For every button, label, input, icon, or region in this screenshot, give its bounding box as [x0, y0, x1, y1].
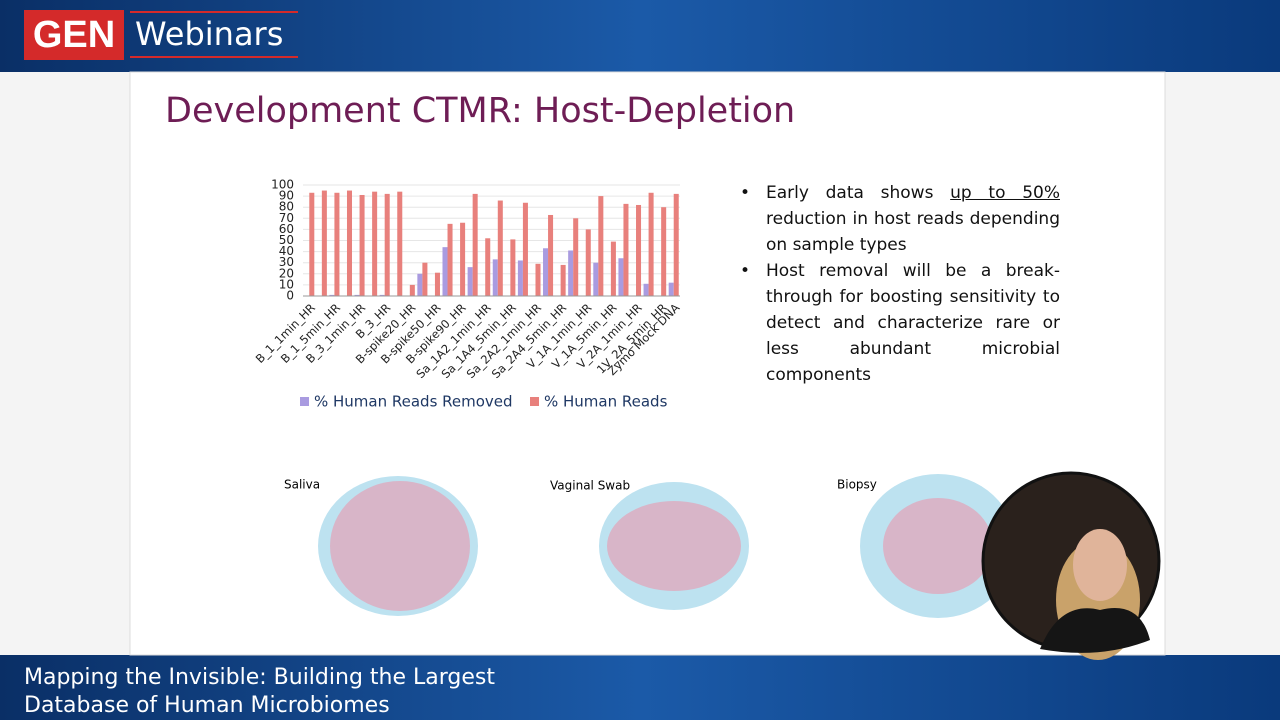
venn-label: Saliva: [284, 478, 320, 492]
bar: [623, 203, 629, 296]
text: Host removal will be a break-through for…: [766, 261, 1060, 385]
y-tick-label: 60: [279, 222, 294, 236]
text: reduction in host reads depending on sam…: [766, 209, 1060, 255]
legend-swatch: [530, 397, 539, 406]
y-tick-label: 100: [271, 178, 294, 192]
bar: [460, 222, 466, 296]
bar: [598, 196, 604, 296]
bar: [510, 239, 516, 296]
bullet: Host removal will be a break-through for…: [740, 258, 1060, 388]
bar: [661, 207, 667, 296]
bar: [434, 272, 440, 296]
legend-swatch: [300, 397, 309, 406]
bar: [397, 191, 403, 296]
product: Webinars: [135, 15, 283, 53]
bar: [447, 223, 453, 296]
venn-biopsy: [860, 474, 1016, 618]
slide-title: Development CTMR: Host-Depletion: [165, 91, 795, 131]
bar: [309, 192, 315, 296]
bar: [359, 194, 365, 296]
bar: [417, 273, 423, 296]
footer-line: Mapping the Invisible: Building the Larg…: [24, 665, 495, 690]
bar: [618, 258, 624, 296]
y-tick-label: 10: [279, 277, 294, 291]
venn-label: Biopsy: [837, 478, 877, 492]
bar: [543, 248, 549, 296]
bar: [334, 192, 340, 296]
brand: GEN: [33, 14, 115, 56]
y-tick-label: 80: [279, 200, 294, 214]
venn-vaginal: [599, 482, 749, 610]
y-tick-label: 0: [286, 289, 294, 303]
bar: [535, 263, 541, 296]
bar: [648, 192, 654, 296]
y-tick-label: 20: [279, 266, 294, 280]
y-tick-label: 90: [279, 189, 294, 203]
bar: [573, 218, 579, 296]
bottom-banner: [0, 655, 1280, 720]
bar: [522, 202, 528, 296]
bar: [354, 294, 360, 296]
bar: [497, 200, 503, 296]
bar: [585, 229, 591, 296]
bar: [485, 238, 491, 296]
bar: [548, 214, 554, 296]
bar: [517, 260, 523, 296]
bar: [321, 190, 327, 296]
bar: [610, 241, 616, 296]
bar: [409, 284, 415, 296]
bar: [442, 247, 448, 296]
text: up to 50%: [950, 183, 1060, 203]
text: Early data shows: [766, 183, 951, 203]
bar: [472, 193, 478, 296]
brand-box: [24, 10, 124, 60]
bar: [560, 264, 566, 296]
y-tick-label: 40: [279, 244, 294, 258]
bar: [673, 193, 679, 296]
bar: [346, 190, 353, 296]
bullet: Early data shows up to 50% reduction in …: [740, 180, 1060, 258]
bar: [568, 250, 574, 296]
webcam: [981, 471, 1161, 660]
bar: [492, 259, 498, 296]
bar: [636, 204, 642, 296]
bullets: Early data shows up to 50% reduction in …: [740, 180, 1060, 388]
bar: [329, 294, 335, 296]
bar: [467, 267, 473, 296]
bar: [593, 262, 599, 296]
legend-label: % Human Reads: [544, 393, 668, 411]
venn-saliva: [318, 476, 478, 616]
legend-label: % Human Reads Removed: [314, 393, 513, 411]
bar: [668, 282, 674, 296]
y-tick-label: 70: [279, 211, 294, 225]
bar: [384, 193, 390, 296]
bar: [372, 191, 378, 296]
bar: [379, 294, 385, 296]
y-tick-label: 30: [279, 255, 294, 269]
bar: [422, 262, 428, 296]
bar: [643, 283, 649, 296]
footer-line: Database of Human Microbiomes: [24, 693, 390, 718]
y-tick-label: 50: [279, 233, 294, 247]
venn-label: Vaginal Swab: [550, 479, 630, 493]
